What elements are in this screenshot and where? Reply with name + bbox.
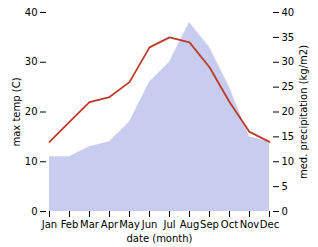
svg-text:Nov: Nov: [240, 219, 260, 230]
svg-text:Jun: Jun: [141, 219, 158, 230]
svg-text:date (month): date (month): [127, 233, 193, 244]
svg-text:25: 25: [282, 81, 295, 92]
svg-text:20: 20: [25, 106, 38, 117]
svg-text:15: 15: [282, 131, 295, 142]
svg-text:0: 0: [31, 206, 37, 217]
svg-text:Oct: Oct: [221, 219, 238, 230]
svg-text:10: 10: [25, 156, 38, 167]
svg-text:40: 40: [282, 7, 295, 18]
svg-text:Jan: Jan: [41, 219, 57, 230]
svg-text:med. precipitation (kg/m2): med. precipitation (kg/m2): [298, 45, 309, 179]
svg-text:Dec: Dec: [260, 219, 279, 230]
svg-text:Jul: Jul: [162, 219, 175, 230]
svg-text:10: 10: [282, 156, 295, 167]
svg-text:Mar: Mar: [80, 219, 100, 230]
svg-text:5: 5: [282, 181, 288, 192]
svg-text:Apr: Apr: [101, 219, 119, 230]
svg-text:Sep: Sep: [200, 219, 219, 230]
svg-text:40: 40: [25, 7, 38, 18]
svg-text:Aug: Aug: [180, 219, 200, 230]
svg-text:0: 0: [282, 206, 288, 217]
svg-text:May: May: [119, 219, 140, 230]
svg-text:35: 35: [282, 32, 295, 43]
svg-text:30: 30: [282, 56, 295, 67]
svg-text:Feb: Feb: [61, 219, 79, 230]
svg-text:20: 20: [282, 106, 295, 117]
svg-text:30: 30: [25, 56, 38, 67]
svg-text:max temp (C): max temp (C): [11, 77, 22, 146]
